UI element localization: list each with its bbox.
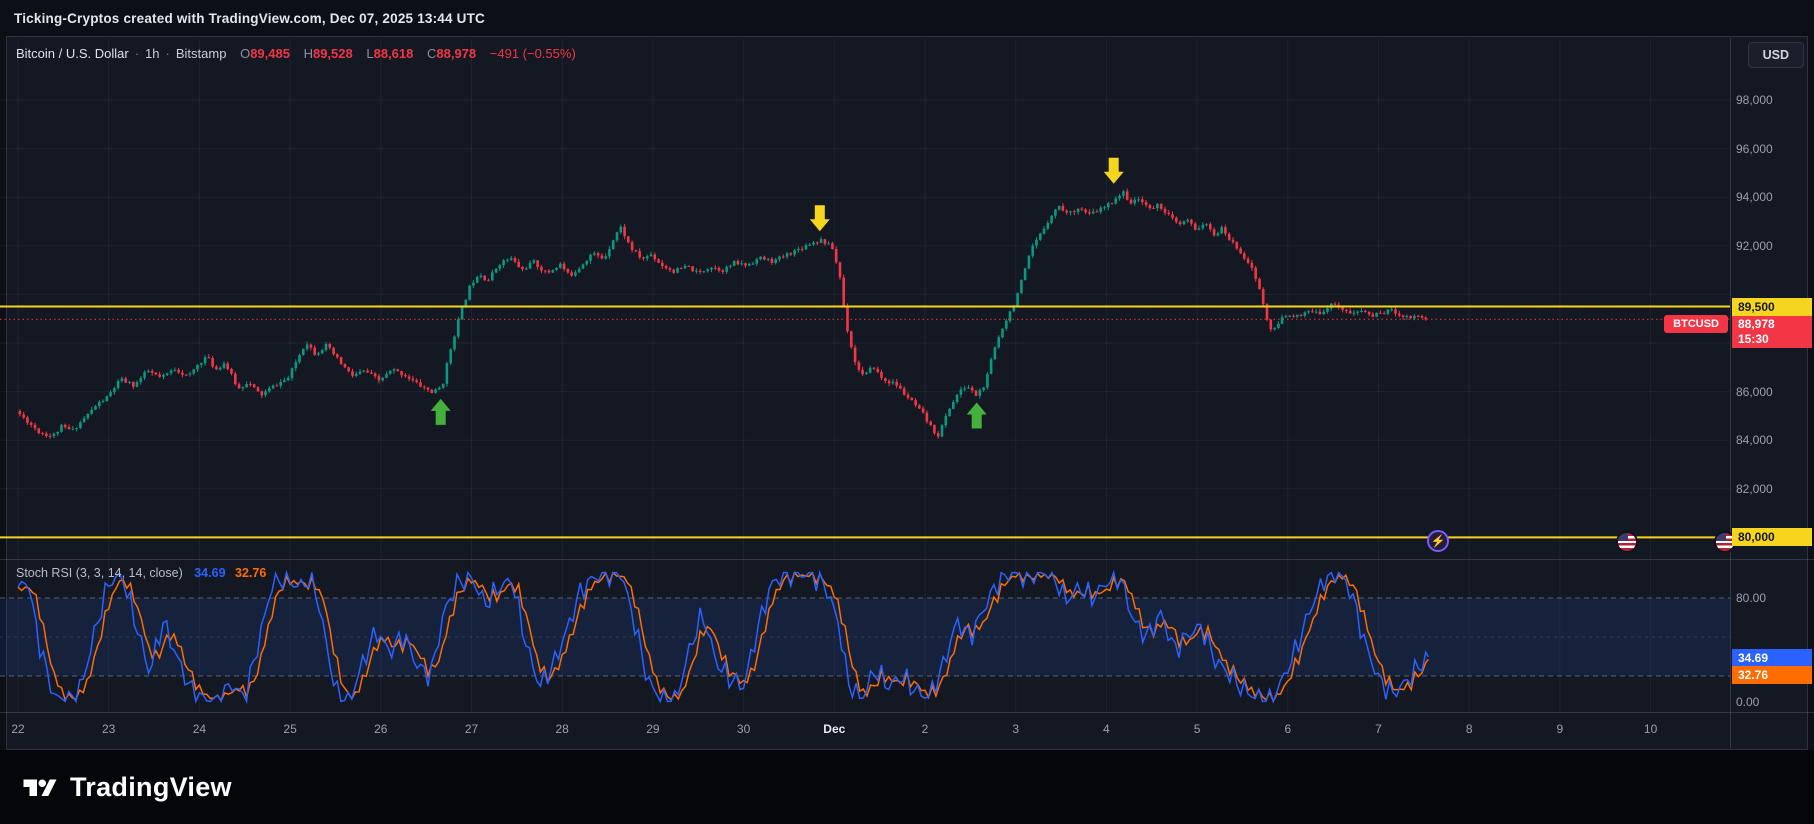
low-label: L [366,46,374,61]
time-tick-label: 5 [1193,722,1201,736]
price-tick-label: 94,000 [1736,190,1773,205]
close-value: 88,978 [436,46,477,61]
rsi-axis-label-80: 80.00 [1736,591,1767,605]
currency-toggle-button[interactable]: USD [1747,42,1804,68]
symbol-title: Bitcoin / U.S. Dollar [16,46,129,61]
attribution-text: Ticking-Cryptos created with TradingView… [14,10,486,26]
last-price-badge: 88,978 15:30 [1732,316,1812,349]
chart-area[interactable] [6,36,1808,750]
time-tick-label: 24 [192,722,207,736]
flag-union [1716,533,1726,542]
low-value: 88,618 [373,46,414,61]
separator-dot: · [134,46,140,61]
stoch-k-badge: 34.69 [1732,648,1812,667]
open-label: O [240,46,251,61]
last-price-value: 88,978 [1738,317,1775,332]
level-price-badge-lower: 80,000 [1732,528,1812,547]
attribution-bar: Ticking-Cryptos created with TradingView… [0,0,1814,36]
open-value: 89,485 [250,46,290,61]
tradingview-wordmark[interactable]: TradingView [70,771,232,802]
time-tick-label: 4 [1103,722,1110,736]
price-tick-label: 96,000 [1736,141,1773,156]
change-value: −491 (−0.55%) [489,46,576,61]
time-tick-label: 27 [464,722,479,736]
price-tick-label: 86,000 [1736,384,1773,399]
lightning-icon: ⚡ [1430,534,1446,548]
time-tick-label: 30 [736,722,751,736]
close-label: C [426,46,437,61]
time-tick-label: 28 [555,722,569,736]
high-value: 89,528 [312,46,353,61]
level-price-badge-upper: 89,500 [1732,297,1812,316]
price-tick-label: 98,000 [1736,93,1773,107]
indicator-k-value: 34.69 [194,566,226,580]
price-tick-label: 82,000 [1736,481,1773,496]
time-tick-label: 29 [646,722,660,736]
time-tick-label: 26 [374,722,388,736]
time-tick-label: 3 [1012,722,1020,736]
symbol-info-bar: Bitcoin / U.S. Dollar · 1h · Bitstamp O89,48… [16,46,576,61]
price-scale[interactable] [1730,38,1814,712]
time-tick-label: 6 [1284,722,1292,736]
us-economic-event-icon[interactable] [1616,531,1638,553]
time-tick-label: 8 [1465,722,1473,736]
lightning-event-icon[interactable]: ⚡ [1427,530,1449,552]
high-label: H [303,46,313,61]
time-tick-label: 23 [102,722,116,736]
time-tick-label: 22 [11,722,25,736]
time-tick-label: 2 [921,722,929,736]
timeframe-label: 1h [145,46,160,61]
time-tick-label: Dec [823,722,846,736]
stoch-d-badge: 32.76 [1732,665,1812,684]
time-tick-label: 25 [283,722,297,736]
exchange-label: Bitstamp [175,46,227,61]
indicator-d-value: 32.76 [235,566,267,580]
bar-countdown: 15:30 [1738,332,1769,347]
rsi-axis-label-0: 0.00 [1736,695,1760,709]
time-tick-label: 9 [1556,722,1564,736]
indicator-legend: Stoch RSI (3, 3, 14, 14, close) 34.69 32… [16,566,266,580]
symbol-price-tag: BTCUSD [1664,315,1728,334]
indicator-title: Stoch RSI (3, 3, 14, 14, close) [16,566,183,580]
price-tick-label: 92,000 [1736,238,1773,253]
time-tick-label: 7 [1375,722,1382,736]
tradingview-logo-icon[interactable] [22,769,58,805]
price-tick-label: 84,000 [1736,433,1773,448]
separator-dot: · [165,46,170,61]
flag-union [1618,533,1628,542]
footer-bar: TradingView [0,750,1814,824]
time-tick-label: 10 [1643,722,1658,736]
